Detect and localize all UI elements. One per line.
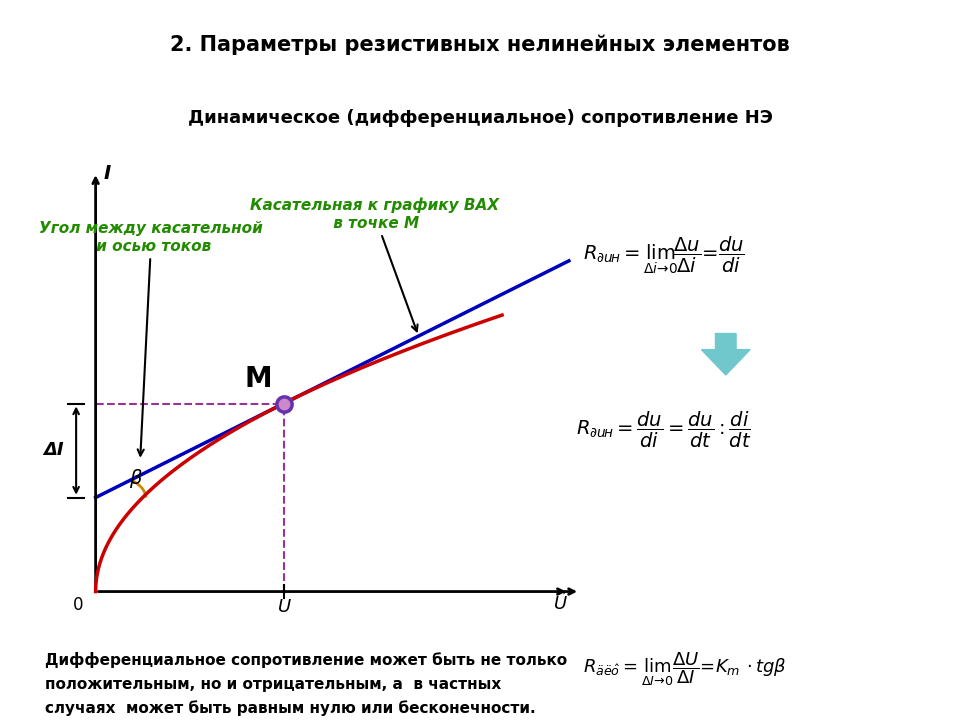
Text: положительным, но и отрицательным, а  в частных: положительным, но и отрицательным, а в ч… xyxy=(45,677,501,691)
Text: $\vec{U}$: $\vec{U}$ xyxy=(553,591,568,614)
Text: $R_{\partial u\!н} = \dfrac{du}{di} = \dfrac{du}{dt} : \dfrac{di}{dt}$: $R_{\partial u\!н} = \dfrac{du}{di} = \d… xyxy=(576,410,752,450)
Text: $R_{\partial u\!н} = \lim_{\Delta i \to 0}\!\dfrac{\Delta u}{\Delta i} = \dfrac{: $R_{\partial u\!н} = \lim_{\Delta i \to … xyxy=(584,235,745,276)
Text: Динамическое (дифференциальное) сопротивление НЭ: Динамическое (дифференциальное) сопротив… xyxy=(187,109,773,127)
Text: $R_{\ddot{a}\ddot{e}\hat{o}} = \lim_{\Delta I \to 0}\dfrac{\Delta U}{\Delta I} =: $R_{\ddot{a}\ddot{e}\hat{o}} = \lim_{\De… xyxy=(584,651,787,688)
Text: β: β xyxy=(129,469,141,487)
Text: M: M xyxy=(245,366,273,393)
Text: ΔI: ΔI xyxy=(42,441,63,459)
Text: U: U xyxy=(278,598,291,616)
Text: случаях  может быть равным нулю или бесконечности.: случаях может быть равным нулю или беско… xyxy=(45,701,536,716)
Text: I: I xyxy=(104,164,111,183)
Text: 0: 0 xyxy=(73,596,84,614)
Text: Дифференциальное сопротивление может быть не только: Дифференциальное сопротивление может быт… xyxy=(45,652,567,668)
Text: Угол между касательной
 и осью токов: Угол между касательной и осью токов xyxy=(39,221,263,456)
FancyArrow shape xyxy=(702,333,750,375)
Text: 2. Параметры резистивных нелинейных элементов: 2. Параметры резистивных нелинейных элем… xyxy=(170,35,790,55)
Text: Касательная к графику ВАХ
 в точке М: Касательная к графику ВАХ в точке М xyxy=(250,197,498,331)
